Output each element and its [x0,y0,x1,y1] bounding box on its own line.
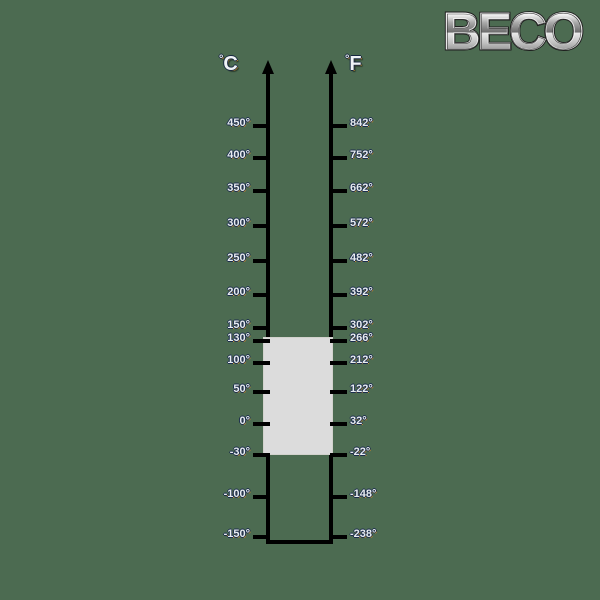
celsius-tick-label: -30° [229,446,250,458]
fahrenheit-tick-label: 32° [350,415,367,427]
fahrenheit-tick-label: 212° [350,354,373,366]
fahrenheit-unit-label: °F [345,53,362,76]
fahrenheit-tick-label: 842° [350,117,373,129]
beco-logo-text-outer: BECO [443,3,583,61]
celsius-tick-label: 50° [233,383,250,395]
celsius-unit-label: °C [219,53,238,76]
celsius-unit-letter: C [223,53,238,75]
celsius-tick-label: 250° [227,252,250,264]
fahrenheit-tick-label: 572° [350,217,373,229]
fahrenheit-axis-line [329,72,333,544]
fahrenheit-tick-label: 752° [350,149,373,161]
celsius-tick-label: -150° [223,528,250,540]
fahrenheit-tick-label: 662° [350,182,373,194]
celsius-tick-label: 350° [227,182,250,194]
fahrenheit-tick-label: 266° [350,332,373,344]
fahrenheit-tick-label: -148° [350,488,377,500]
celsius-tick-label: 100° [227,354,250,366]
celsius-tick-label: 300° [227,217,250,229]
celsius-degree-symbol: ° [219,53,224,66]
celsius-tick-label: 400° [227,149,250,161]
celsius-tick-label: 450° [227,117,250,129]
celsius-tick-label: -100° [223,488,250,500]
celsius-axis-arrow-icon [262,60,274,74]
celsius-tick-label: 130° [227,332,250,344]
beco-logo-text-engrave: BECO [444,3,581,60]
beco-logo-text-inner: BECO [443,3,583,61]
fahrenheit-tick-label: 302° [350,319,373,331]
fahrenheit-unit-letter: F [349,53,362,75]
celsius-tick-label: 200° [227,286,250,298]
axis-base-line [266,540,333,544]
fahrenheit-degree-symbol: ° [345,53,350,66]
celsius-tick-label: 0° [239,415,250,427]
beco-logo: BECO BECO BECO [428,2,596,62]
celsius-tick-label: 150° [227,319,250,331]
beco-logo-graphic: BECO BECO BECO [441,2,587,62]
fahrenheit-tick-label: -238° [350,528,377,540]
operating-range-band [263,337,333,455]
fahrenheit-tick-label: -22° [350,446,371,458]
celsius-axis-line [266,72,270,544]
fahrenheit-axis-arrow-icon [325,60,337,74]
fahrenheit-tick-label: 392° [350,286,373,298]
fahrenheit-tick-label: 482° [350,252,373,264]
fahrenheit-tick-label: 122° [350,383,373,395]
